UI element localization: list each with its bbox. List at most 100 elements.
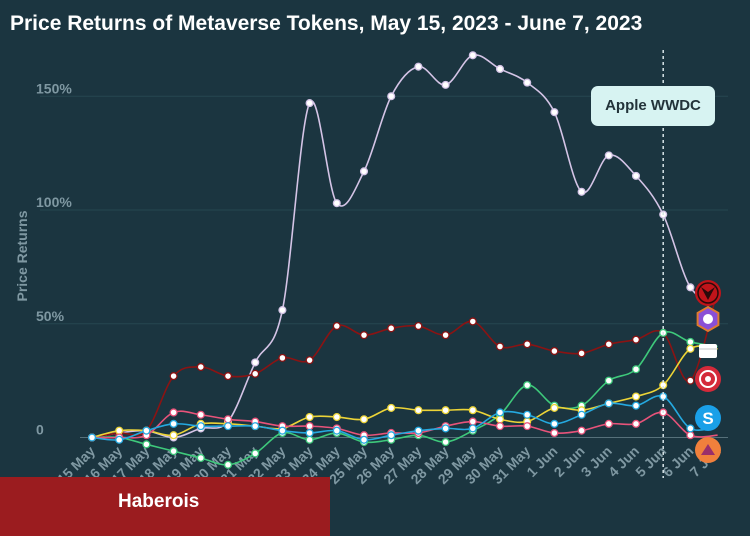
point-yellow-18-may <box>169 431 178 440</box>
point-dark-red-6-jun <box>686 376 695 385</box>
point-dark-red-31-may <box>523 340 532 349</box>
token-hexagon-icon <box>696 305 720 333</box>
chart-title: Price Returns of Metaverse Tokens, May 1… <box>10 12 643 35</box>
point-green-18-may <box>169 447 178 456</box>
point-lavender-24-may <box>332 199 341 208</box>
point-green-4-jun <box>631 365 641 374</box>
point-pink-red-6-jun <box>686 431 695 440</box>
point-lavender-23-may <box>305 99 314 108</box>
point-yellow-24-may <box>332 412 341 422</box>
y-axis: 0 50% 100% 150% <box>36 80 72 437</box>
point-pink-red-29-may <box>468 417 477 426</box>
point-blue-18-may <box>169 419 178 428</box>
point-green-23-may <box>305 435 314 444</box>
point-pink-red-20-may <box>223 415 233 424</box>
point-lavender-2-jun <box>577 187 586 196</box>
point-pink-red-4-jun <box>631 419 641 428</box>
point-pink-red-1-jun <box>550 428 559 438</box>
point-green-21-may <box>251 449 260 458</box>
point-blue-2-jun <box>577 410 586 419</box>
point-pink-red-23-may <box>305 422 314 431</box>
point-blue-28-may <box>441 424 450 433</box>
point-green-19-may <box>196 453 205 463</box>
token-icons: S <box>695 280 721 463</box>
point-lavender-28-may <box>441 80 450 89</box>
point-green-17-may <box>142 440 151 449</box>
point-lavender-31-may <box>523 78 532 87</box>
token-devil-icon <box>695 280 721 306</box>
series-layer <box>87 51 719 469</box>
point-green-6-jun <box>686 337 695 347</box>
token-target-icon <box>695 366 721 392</box>
point-blue-29-may <box>468 424 477 433</box>
point-yellow-29-may <box>468 406 477 415</box>
wwdc-annotation: Apple WWDC <box>591 86 715 126</box>
point-green-20-may <box>223 460 233 469</box>
y-tick-label-0: 0 <box>36 422 44 438</box>
series-blue <box>87 392 718 444</box>
point-lavender-3-jun <box>604 151 613 160</box>
svg-text:S: S <box>702 409 713 428</box>
point-yellow-16-may <box>115 426 124 435</box>
point-green-28-may <box>441 437 450 447</box>
point-dark-red-4-jun <box>631 335 641 344</box>
point-lavender-22-may <box>278 306 287 315</box>
point-pink-red-2-jun <box>577 426 586 435</box>
point-lavender-25-may <box>359 167 369 176</box>
point-pink-red-19-may <box>196 410 205 419</box>
point-lavender-29-may <box>468 51 477 60</box>
series-green <box>87 328 718 469</box>
point-blue-26-may <box>387 431 396 440</box>
point-lavender-6-jun <box>686 283 695 292</box>
point-dark-red-29-may <box>468 317 477 326</box>
point-lavender-26-may <box>387 92 396 101</box>
point-blue-4-jun <box>631 401 641 410</box>
point-blue-31-may <box>523 410 532 419</box>
point-lavender-30-may <box>495 64 505 73</box>
point-blue-15-may <box>87 433 97 442</box>
point-yellow-6-jun <box>686 344 695 353</box>
point-dark-red-2-jun <box>577 349 586 358</box>
point-pink-red-31-may <box>523 422 532 431</box>
point-yellow-4-jun <box>631 392 641 401</box>
point-lavender-4-jun <box>631 171 641 180</box>
token-s-icon: S <box>695 405 721 431</box>
point-yellow-30-may <box>495 415 505 424</box>
series-line-dark-red <box>91 289 719 439</box>
point-green-31-may <box>523 381 532 390</box>
point-blue-17-may <box>142 426 151 435</box>
point-dark-red-19-may <box>196 362 205 372</box>
point-dark-red-1-jun <box>550 346 559 356</box>
point-lavender-1-jun <box>550 108 559 117</box>
point-pink-red-18-may <box>169 408 178 417</box>
point-yellow-25-may <box>359 415 369 424</box>
point-dark-red-22-may <box>278 353 287 362</box>
point-blue-21-may <box>251 422 260 431</box>
point-dark-red-20-may <box>223 372 233 381</box>
y-tick-label-150: 150% <box>36 80 72 96</box>
point-blue-23-may <box>305 428 314 438</box>
point-blue-6-jun <box>686 424 695 433</box>
point-blue-1-jun <box>550 419 559 428</box>
brand-banner-label: Haberois <box>118 491 200 512</box>
point-dark-red-28-may <box>441 331 450 340</box>
point-yellow-26-may <box>387 403 396 412</box>
point-lavender-27-may <box>414 62 423 71</box>
point-dark-red-26-may <box>387 324 396 333</box>
series-yellow <box>87 344 718 442</box>
point-blue-20-may <box>223 422 233 431</box>
y-axis-label: Price Returns <box>14 210 30 301</box>
point-dark-red-25-may <box>359 331 369 340</box>
point-dark-red-21-may <box>251 369 260 378</box>
point-dark-red-27-may <box>414 321 423 331</box>
point-green-3-jun <box>604 376 613 385</box>
point-dark-red-30-may <box>495 342 505 351</box>
series-line-blue <box>91 395 718 441</box>
y-tick-label-50: 50% <box>36 308 65 324</box>
y-tick-label-100: 100% <box>36 194 72 210</box>
point-pink-red-30-may <box>495 422 505 431</box>
point-yellow-28-may <box>441 406 450 415</box>
brand-banner <box>0 477 330 536</box>
